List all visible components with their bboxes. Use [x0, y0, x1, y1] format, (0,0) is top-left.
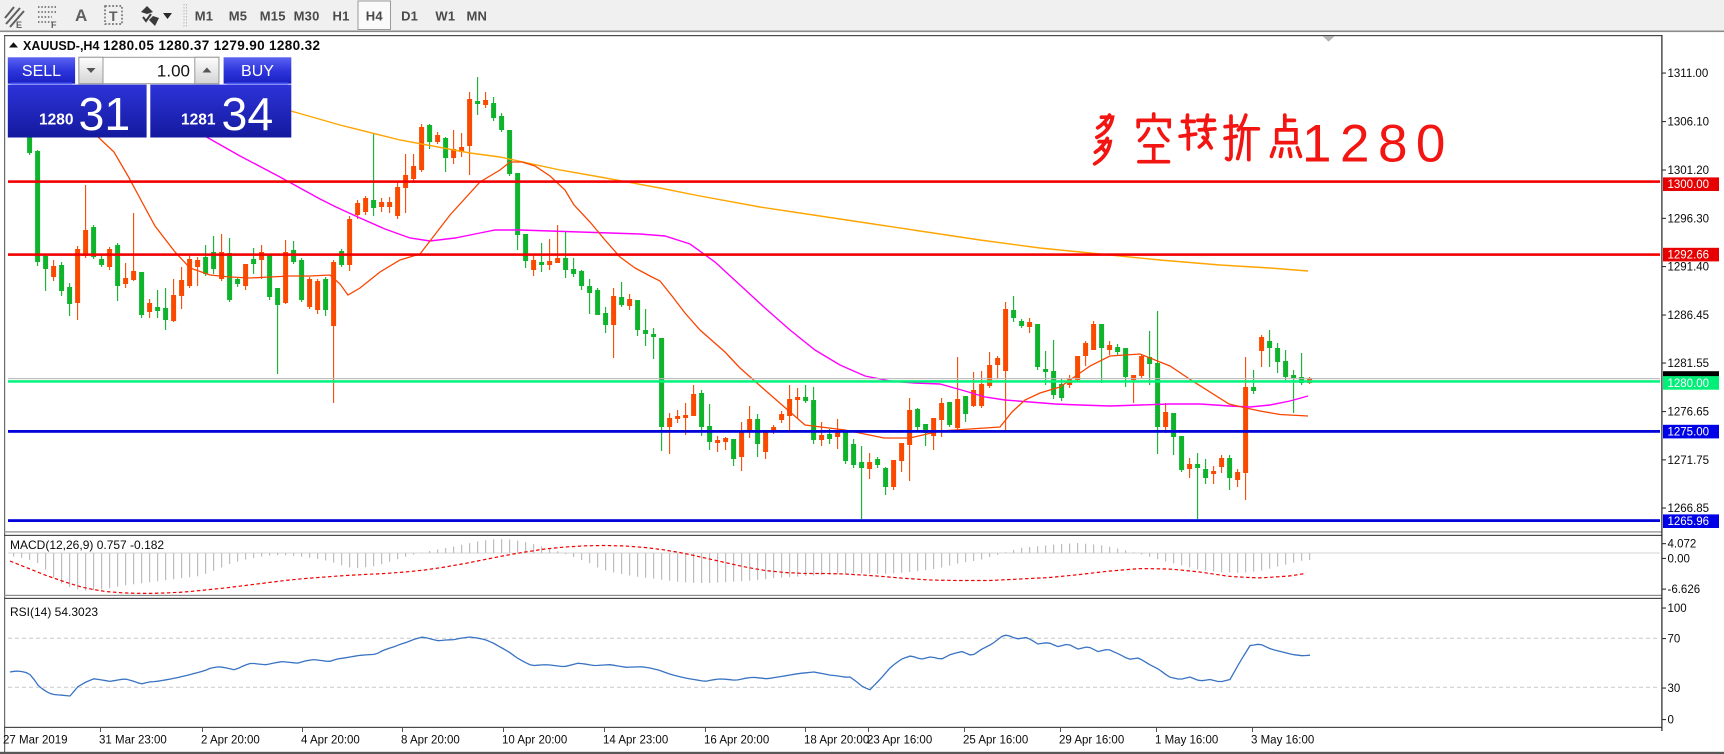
svg-text:MN: MN [466, 9, 487, 24]
svg-text:25 Apr 16:00: 25 Apr 16:00 [963, 735, 1028, 747]
svg-text:1 May 16:00: 1 May 16:00 [1155, 735, 1218, 747]
svg-text:SELL: SELL [22, 63, 61, 80]
svg-text:M5: M5 [229, 9, 247, 24]
svg-text:RSI(14) 54.3023: RSI(14) 54.3023 [10, 605, 98, 619]
svg-text:XAUUSD-,H4: XAUUSD-,H4 [23, 39, 99, 53]
svg-text:1266.85: 1266.85 [1668, 503, 1710, 515]
svg-text:1306.10: 1306.10 [1668, 117, 1710, 129]
svg-text:1291.40: 1291.40 [1668, 262, 1710, 274]
svg-text:1281: 1281 [181, 112, 216, 129]
svg-text:1280: 1280 [39, 112, 73, 129]
svg-text:0: 0 [1668, 715, 1674, 727]
svg-text:16 Apr 20:00: 16 Apr 20:00 [704, 735, 769, 747]
svg-text:1280.05 1280.37 1279.90 1280.3: 1280.05 1280.37 1279.90 1280.32 [103, 38, 320, 53]
svg-text:1265.96: 1265.96 [1668, 516, 1710, 528]
svg-text:23 Apr 16:00: 23 Apr 16:00 [867, 735, 932, 747]
svg-text:M30: M30 [294, 9, 320, 24]
svg-text:BUY: BUY [241, 63, 274, 80]
svg-text:27 Mar 2019: 27 Mar 2019 [3, 735, 68, 747]
svg-text:1301.20: 1301.20 [1668, 165, 1710, 177]
svg-text:18 Apr 20:00: 18 Apr 20:00 [804, 735, 869, 747]
svg-text:1271.75: 1271.75 [1668, 455, 1710, 467]
svg-text:29 Apr 16:00: 29 Apr 16:00 [1059, 735, 1124, 747]
svg-text:10 Apr 20:00: 10 Apr 20:00 [502, 735, 567, 747]
svg-text:2 Apr 20:00: 2 Apr 20:00 [201, 735, 260, 747]
svg-text:1286.45: 1286.45 [1668, 310, 1710, 322]
svg-text:100: 100 [1668, 603, 1687, 615]
svg-text:M1: M1 [195, 9, 213, 24]
svg-text:1296.30: 1296.30 [1668, 213, 1710, 225]
svg-text:3 May 16:00: 3 May 16:00 [1251, 735, 1314, 747]
svg-text:31 Mar 23:00: 31 Mar 23:00 [99, 735, 167, 747]
svg-text:H1: H1 [332, 9, 349, 24]
svg-text:E: E [16, 20, 22, 30]
svg-text:W1: W1 [435, 9, 455, 24]
svg-text:1280.00: 1280.00 [1668, 378, 1710, 390]
svg-text:1292.66: 1292.66 [1668, 250, 1710, 262]
svg-text:14 Apr 23:00: 14 Apr 23:00 [603, 735, 668, 747]
svg-text:D1: D1 [401, 9, 418, 24]
svg-text:70: 70 [1668, 634, 1681, 646]
svg-text:MACD(12,26,9) 0.757 -0.182: MACD(12,26,9) 0.757 -0.182 [10, 538, 164, 552]
svg-text:31: 31 [79, 88, 131, 140]
svg-text:4 Apr 20:00: 4 Apr 20:00 [301, 735, 360, 747]
svg-text:F: F [51, 20, 57, 30]
svg-text:A: A [75, 6, 87, 25]
svg-text:4.072: 4.072 [1668, 539, 1697, 551]
svg-text:1300.00: 1300.00 [1668, 179, 1710, 191]
svg-text:1.00: 1.00 [157, 62, 190, 81]
svg-text:1281.55: 1281.55 [1668, 358, 1710, 370]
svg-text:-6.626: -6.626 [1668, 584, 1701, 596]
svg-text:T: T [109, 8, 118, 24]
svg-text:34: 34 [222, 88, 274, 140]
svg-text:1275.00: 1275.00 [1668, 427, 1710, 439]
svg-text:M15: M15 [260, 9, 286, 24]
svg-text:1280: 1280 [1302, 115, 1454, 174]
svg-text:1276.65: 1276.65 [1668, 407, 1710, 419]
svg-text:30: 30 [1668, 683, 1681, 695]
svg-text:8 Apr 20:00: 8 Apr 20:00 [401, 735, 460, 747]
svg-text:0.00: 0.00 [1668, 553, 1690, 565]
svg-text:1311.00: 1311.00 [1668, 68, 1709, 80]
svg-text:H4: H4 [366, 9, 384, 24]
